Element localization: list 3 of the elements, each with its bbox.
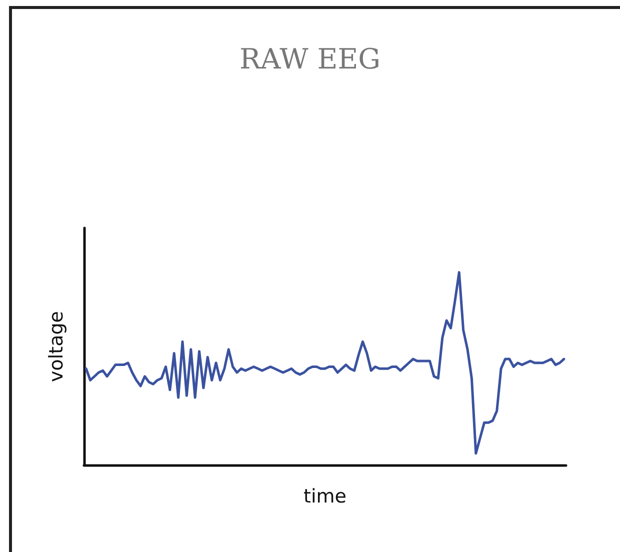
chart-title: RAW EEG <box>239 42 381 76</box>
y-axis-title: voltage <box>46 311 68 382</box>
x-axis-title: time <box>304 486 346 508</box>
